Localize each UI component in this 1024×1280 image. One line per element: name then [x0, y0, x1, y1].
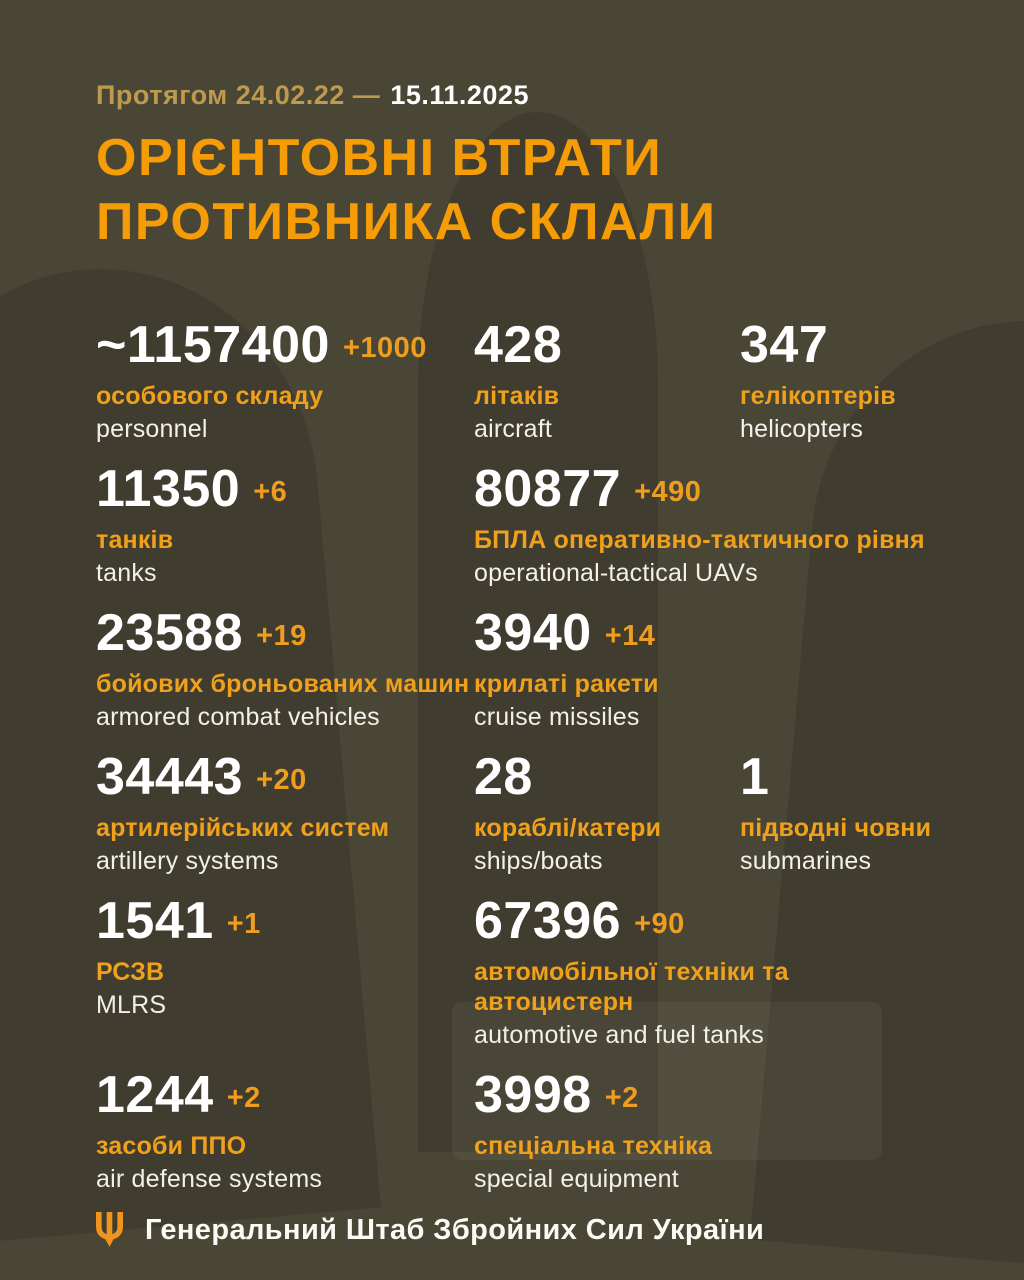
- stats-row-5: 1541 +1 РСЗВ MLRS 67396 +90 автомобільно…: [96, 894, 954, 1051]
- stat-delta: +2: [604, 1082, 639, 1114]
- stat-mlrs: 1541 +1 РСЗВ MLRS: [96, 894, 474, 1051]
- stat-helicopters: 347 гелікоптерів helicopters: [740, 318, 954, 445]
- stat-value: 28: [474, 748, 533, 806]
- stat-value: 1: [740, 748, 770, 806]
- stat-delta: +14: [604, 620, 656, 652]
- stat-label-en: MLRS: [96, 991, 167, 1019]
- stat-automotive-fuel-tanks: 67396 +90 автомобільної техніки та автоц…: [474, 894, 954, 1051]
- stat-delta: +20: [256, 764, 307, 796]
- stat-value: 67396: [474, 892, 622, 950]
- stat-label-ua: крилаті ракети: [474, 670, 659, 698]
- stat-label-en: air defense systems: [96, 1165, 323, 1193]
- stat-label-ua: спеціальна техніка: [474, 1132, 713, 1160]
- stat-label-en: cruise missiles: [474, 703, 640, 731]
- stat-artillery-systems: 34443 +20 артилерійських систем artiller…: [96, 750, 474, 877]
- page-title-line1: ОРІЄНТОВНІ ВТРАТИ: [96, 129, 663, 187]
- content: Протягом 24.02.22 — 15.11.2025 ОРІЄНТОВНІ…: [96, 80, 954, 1248]
- stat-label-ua: засоби ППО: [96, 1132, 247, 1160]
- stat-label-ua: кораблі/катери: [474, 814, 662, 842]
- stat-label-en: helicopters: [740, 415, 864, 443]
- stat-label-ua: бойових броньованих машин: [96, 670, 470, 698]
- stat-label-ua: РСЗВ: [96, 958, 165, 986]
- stat-label-en: ships/boats: [474, 847, 603, 875]
- stat-cruise-missiles: 3940 +14 крилаті ракети cruise missiles: [474, 606, 954, 733]
- footer: Генеральний Штаб Збройних Сил України: [96, 1212, 954, 1248]
- stat-value: 3998: [474, 1066, 592, 1124]
- stat-label-en: tanks: [96, 559, 157, 587]
- stat-label-ua: танків: [96, 526, 174, 554]
- stat-delta: +490: [634, 476, 702, 508]
- stat-delta: +2: [226, 1082, 261, 1114]
- stat-value: 23588: [96, 604, 244, 662]
- stat-air-defense: 1244 +2 засоби ППО air defense systems: [96, 1068, 474, 1195]
- stat-value: 80877: [474, 460, 622, 518]
- period-date: 15.11.2025: [390, 80, 529, 110]
- stat-label-ua: автомобільної техніки та автоцистерн: [474, 958, 789, 1016]
- period-line: Протягом 24.02.22 — 15.11.2025: [96, 80, 954, 110]
- stat-aircraft: 428 літаків aircraft: [474, 318, 740, 445]
- period-prefix: Протягом 24.02.22 —: [96, 80, 381, 110]
- stat-number-line: 23588 +19: [96, 606, 474, 660]
- stat-label-ua: літаків: [474, 382, 560, 410]
- stat-label-ua: артилерійських систем: [96, 814, 390, 842]
- stat-ships-boats: 28 кораблі/катери ships/boats: [474, 750, 740, 877]
- stat-delta: +19: [256, 620, 307, 652]
- stat-number-line: 11350 +6: [96, 462, 474, 516]
- stat-value: 428: [474, 316, 563, 374]
- stat-delta: +90: [634, 908, 685, 940]
- stat-label-en: operational-tactical UAVs: [474, 559, 758, 587]
- stat-label-en: artillery systems: [96, 847, 279, 875]
- stat-armored-combat-vehicles: 23588 +19 бойових броньованих машин armo…: [96, 606, 474, 733]
- stat-number-line: 1: [740, 750, 954, 804]
- stat-label-ua: підводні човни: [740, 814, 932, 842]
- stat-number-line: 67396 +90: [474, 894, 954, 948]
- stats-row-6: 1244 +2 засоби ППО air defense systems 3…: [96, 1068, 954, 1195]
- stat-number-line: 3998 +2: [474, 1068, 954, 1122]
- stat-special-equipment: 3998 +2 спеціальна техніка special equip…: [474, 1068, 954, 1195]
- stat-number-line: 347: [740, 318, 954, 372]
- stats-grid: ~1157400 +1000 особового складу personne…: [96, 318, 954, 1195]
- stat-delta: +1: [226, 908, 261, 940]
- stat-value: 3940: [474, 604, 592, 662]
- stat-delta: +6: [253, 476, 288, 508]
- footer-source-text: Генеральний Штаб Збройних Сил України: [145, 1213, 765, 1246]
- page-title-line2: ПРОТИВНИКА СКЛАЛИ: [96, 193, 717, 251]
- stat-value: 1244: [96, 1066, 214, 1124]
- stat-label-en: submarines: [740, 847, 872, 875]
- stat-personnel: ~1157400 +1000 особового складу personne…: [96, 318, 474, 445]
- page-title: ОРІЄНТОВНІ ВТРАТИ ПРОТИВНИКА СКЛАЛИ: [96, 126, 954, 254]
- stat-number-line: 28: [474, 750, 740, 804]
- stats-row-2: 11350 +6 танків tanks 80877 +490 БПЛА оп…: [96, 462, 954, 589]
- stat-number-line: 34443 +20: [96, 750, 474, 804]
- tryzub-trident-icon: [96, 1212, 123, 1247]
- stat-value: ~1157400: [96, 316, 330, 374]
- stat-label-en: armored combat vehicles: [96, 703, 380, 731]
- stat-delta: +1000: [342, 332, 427, 364]
- stat-number-line: 428: [474, 318, 740, 372]
- stat-label-en: aircraft: [474, 415, 553, 443]
- stat-label-ua: гелікоптерів: [740, 382, 896, 410]
- stat-number-line: 80877 +490: [474, 462, 954, 516]
- stat-number-line: ~1157400 +1000: [96, 318, 474, 372]
- stat-uavs: 80877 +490 БПЛА оперативно-тактичного рі…: [474, 462, 954, 589]
- stat-label-ua: БПЛА оперативно-тактичного рівня: [474, 526, 925, 554]
- stats-row-1: ~1157400 +1000 особового складу personne…: [96, 318, 954, 445]
- stat-value: 34443: [96, 748, 244, 806]
- stat-submarines: 1 підводні човни submarines: [740, 750, 954, 877]
- stat-tanks: 11350 +6 танків tanks: [96, 462, 474, 589]
- stat-value: 1541: [96, 892, 214, 950]
- stat-number-line: 3940 +14: [474, 606, 954, 660]
- stat-label-en: special equipment: [474, 1165, 679, 1193]
- stat-value: 347: [740, 316, 829, 374]
- stat-number-line: 1244 +2: [96, 1068, 474, 1122]
- stats-row-4: 34443 +20 артилерійських систем artiller…: [96, 750, 954, 877]
- stat-label-en: automotive and fuel tanks: [474, 1021, 764, 1049]
- stat-value: 11350: [96, 460, 241, 518]
- stat-label-ua: особового складу: [96, 382, 324, 410]
- stat-label-en: personnel: [96, 415, 208, 443]
- stats-row-3: 23588 +19 бойових броньованих машин armo…: [96, 606, 954, 733]
- stat-number-line: 1541 +1: [96, 894, 474, 948]
